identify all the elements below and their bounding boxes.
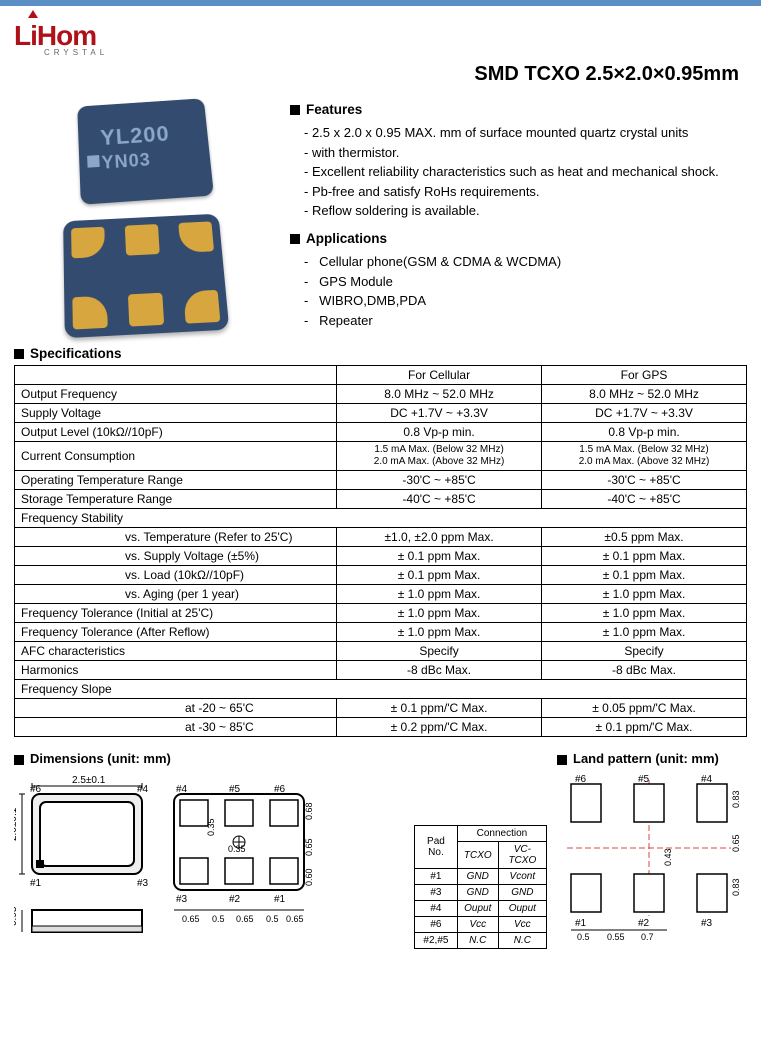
svg-text:#6: #6 (274, 784, 286, 795)
spec-table: For CellularFor GPS Output Frequency8.0 … (14, 365, 747, 737)
svg-text:0.5: 0.5 (577, 932, 590, 942)
chip-mark-1: YL200 (100, 121, 171, 151)
land-pattern-diagram: #6 #5 #4 #1 #2 #3 0.83 0.65 0.83 0.43 0.… (557, 772, 747, 942)
svg-text:#3: #3 (137, 878, 149, 889)
svg-text:#6: #6 (30, 784, 42, 795)
svg-text:#4: #4 (701, 774, 713, 785)
svg-text:#4: #4 (137, 784, 149, 795)
svg-text:0.65: 0.65 (731, 834, 741, 852)
svg-text:0.7: 0.7 (641, 932, 654, 942)
logo: LiHom CRYSTAL (14, 20, 747, 57)
land-heading: Land pattern (unit: mm) (557, 751, 747, 766)
svg-text:#5: #5 (229, 784, 241, 795)
svg-text:0.83: 0.83 (731, 878, 741, 896)
product-image: YL200 YN03 (14, 96, 274, 334)
svg-text:0.68: 0.68 (304, 802, 314, 820)
top-stripe (0, 0, 761, 6)
svg-text:0.65: 0.65 (304, 838, 314, 856)
svg-text:#1: #1 (575, 918, 587, 929)
svg-text:0.65: 0.65 (236, 914, 254, 924)
svg-text:0.95: 0.95 (14, 906, 19, 926)
svg-text:#4: #4 (176, 784, 188, 795)
dimensions-diagram: 2.5±0.1 2.0±0.1 #1 #3 #6 #4 (14, 772, 404, 967)
svg-text:2.0±0.1: 2.0±0.1 (14, 807, 19, 841)
svg-text:0.65: 0.65 (182, 914, 200, 924)
dimensions-heading: Dimensions (unit: mm) (14, 751, 404, 766)
page-title: SMD TCXO 2.5×2.0×0.95mm (14, 63, 739, 86)
svg-text:#2: #2 (229, 894, 241, 905)
svg-text:#3: #3 (701, 918, 713, 929)
applications-list: Cellular phone(GSM & CDMA & WCDMA) GPS M… (304, 252, 747, 330)
svg-text:0.55: 0.55 (607, 932, 625, 942)
spec-heading: Specifications (14, 346, 747, 361)
features-list: 2.5 x 2.0 x 0.95 MAX. mm of surface moun… (304, 123, 747, 221)
svg-text:0.35: 0.35 (228, 844, 246, 854)
logo-sub: CRYSTAL (44, 48, 747, 57)
svg-text:#6: #6 (575, 774, 587, 785)
svg-text:2.5±0.1: 2.5±0.1 (72, 775, 106, 786)
svg-text:#2: #2 (638, 918, 650, 929)
svg-text:#1: #1 (274, 894, 286, 905)
svg-text:0.65: 0.65 (286, 914, 304, 924)
svg-text:#5: #5 (638, 774, 650, 785)
svg-text:0.83: 0.83 (731, 790, 741, 808)
svg-text:#3: #3 (176, 894, 188, 905)
svg-text:0.60: 0.60 (304, 868, 314, 886)
features-heading: Features (290, 100, 747, 120)
svg-text:0.5: 0.5 (266, 914, 279, 924)
svg-text:0.5: 0.5 (212, 914, 225, 924)
chip-mark-2: YN03 (101, 150, 152, 174)
applications-heading: Applications (290, 229, 747, 249)
svg-text:0.35: 0.35 (206, 818, 216, 836)
connection-table: Pad No.Connection TCXOVC-TCXO #1GNDVcont… (414, 825, 547, 949)
svg-text:#1: #1 (30, 878, 42, 889)
svg-text:0.43: 0.43 (663, 848, 673, 866)
